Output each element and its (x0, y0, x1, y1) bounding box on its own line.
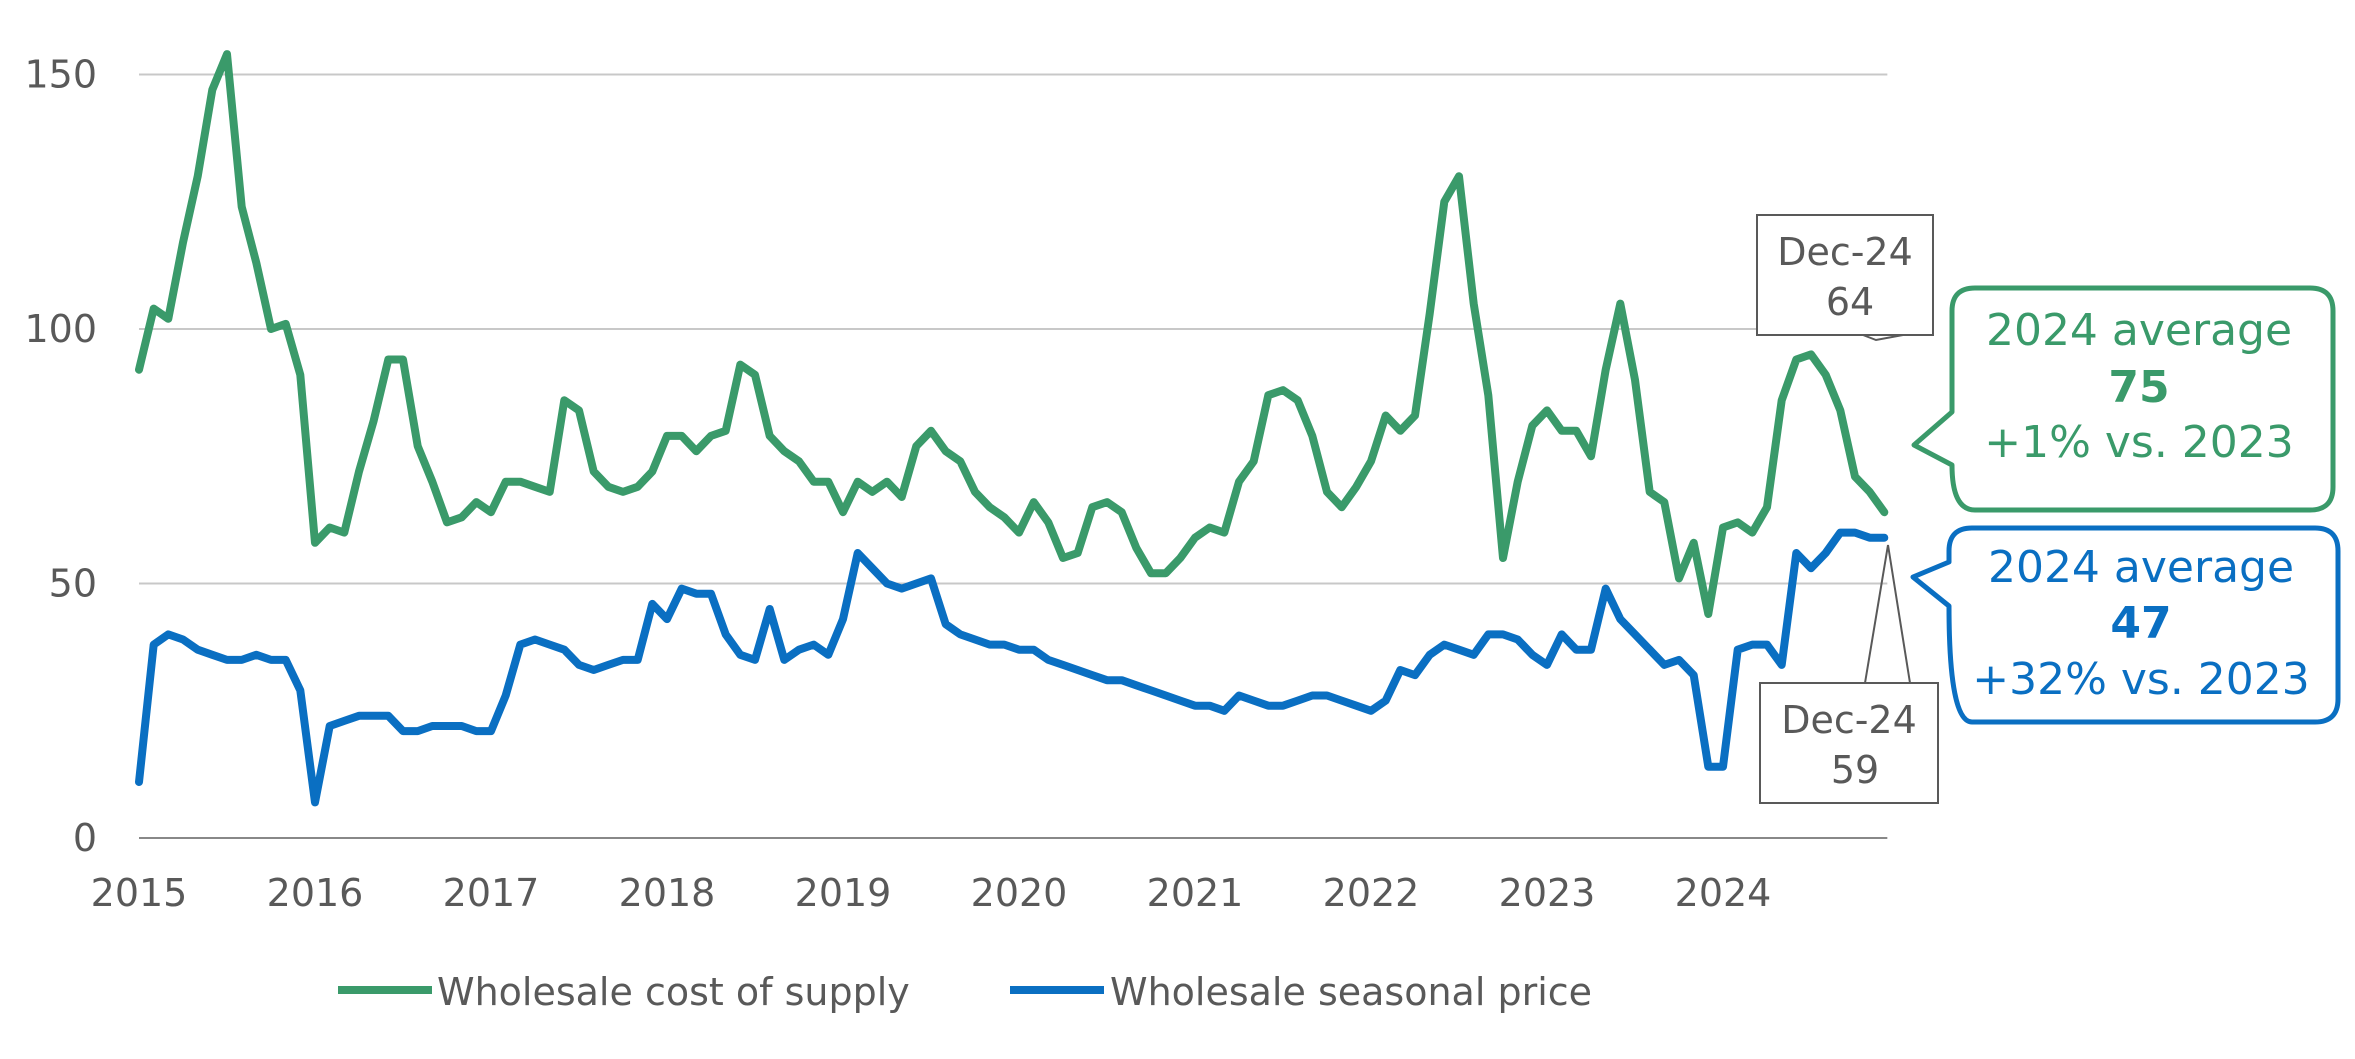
y-tick-label: 50 (49, 562, 97, 606)
x-tick-label: 2023 (1499, 871, 1596, 915)
callout-seasonal-dec24: Dec-24 59 (1759, 544, 1939, 804)
x-tick-label: 2015 (91, 871, 188, 915)
x-tick-label: 2020 (971, 871, 1068, 915)
gridlines (139, 73, 1888, 585)
callout-seasonal-box (1759, 682, 1939, 804)
average-seasonal-change: +32% vs. 2023 (1972, 654, 2310, 705)
x-axis-tick-labels: 2015 2016 2017 2018 2019 2020 2021 2022 2023 2024 (91, 871, 1772, 915)
callout-seasonal-label: Dec-24 (1781, 698, 1917, 742)
x-tick-label: 2016 (267, 871, 364, 915)
average-callout-cost-bubble (1911, 285, 2336, 513)
series-line-wholesale-seasonal-price (135, 528, 1889, 807)
callout-cost-dec24: Dec-24 64 (1756, 214, 1934, 342)
average-seasonal-title: 2024 average (1988, 542, 2294, 593)
x-tick-label: 2019 (795, 871, 892, 915)
x-tick-label: 2024 (1675, 871, 1772, 915)
y-tick-label: 0 (73, 816, 97, 860)
x-tick-label: 2022 (1323, 871, 1420, 915)
x-tick-label: 2018 (619, 871, 716, 915)
average-callout-seasonal-bubble (1910, 525, 2341, 725)
average-cost-change: +1% vs. 2023 (1984, 417, 2294, 468)
callout-seasonal-pointer (1864, 544, 1911, 684)
series-line-wholesale-cost-of-supply (135, 50, 1889, 618)
callout-cost-label: Dec-24 (1777, 230, 1913, 274)
average-cost-title: 2024 average (1986, 305, 2292, 356)
callout-cost-pointer (1862, 334, 1904, 342)
callout-seasonal-value: 59 (1831, 748, 1879, 792)
y-axis-tick-labels: 0 50 100 150 (24, 53, 97, 861)
legend: Wholesale cost of supply Wholesale seaso… (338, 970, 1592, 1014)
callout-cost-box (1756, 214, 1934, 336)
x-tick-label: 2017 (443, 871, 540, 915)
y-tick-label: 100 (24, 307, 97, 351)
series-lines (135, 50, 1889, 807)
average-cost-value: 75 (2108, 362, 2169, 413)
average-seasonal-value: 47 (2110, 598, 2171, 649)
callout-cost-value: 64 (1826, 280, 1874, 324)
legend-label-seasonal: Wholesale seasonal price (1110, 970, 1592, 1014)
legend-label-cost: Wholesale cost of supply (437, 970, 910, 1014)
x-tick-label: 2021 (1147, 871, 1244, 915)
y-tick-label: 150 (24, 53, 97, 97)
average-callout-cost: 2024 average 75 +1% vs. 2023 (1911, 285, 2336, 513)
average-callout-seasonal: 2024 average 47 +32% vs. 2023 (1910, 525, 2341, 725)
